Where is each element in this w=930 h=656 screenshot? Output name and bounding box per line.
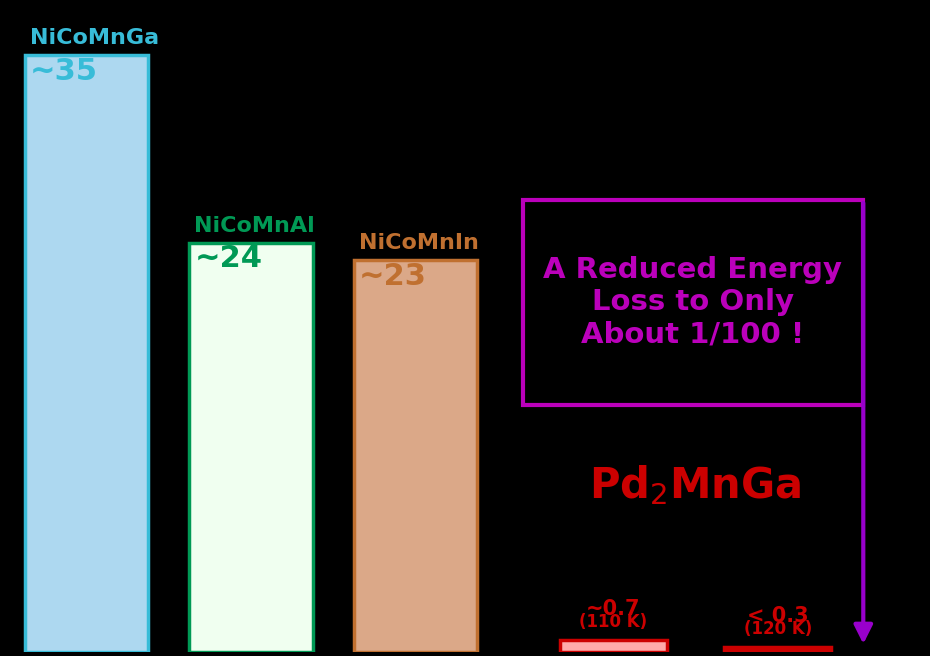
Text: NiCoMnGa: NiCoMnGa [30,28,159,49]
Bar [724,647,831,652]
Bar [354,260,477,652]
Text: ~24: ~24 [194,245,262,274]
Text: ~35: ~35 [30,57,98,86]
Text: NiCoMnIn: NiCoMnIn [359,233,479,253]
Text: ~0.7: ~0.7 [586,600,641,619]
Bar [523,200,863,405]
Text: (110 K): (110 K) [579,613,647,631]
Text: ~23: ~23 [359,262,427,291]
Text: (120 K): (120 K) [744,620,812,638]
Bar [25,55,148,652]
Bar [190,243,312,652]
Text: < 0.3: < 0.3 [747,606,808,626]
Text: Pd$_2$MnGa: Pd$_2$MnGa [590,463,802,507]
Text: A Reduced Energy
Loss to Only
About 1/100 !: A Reduced Energy Loss to Only About 1/10… [543,256,843,349]
Text: NiCoMnAl: NiCoMnAl [194,216,315,236]
Bar [560,640,667,652]
